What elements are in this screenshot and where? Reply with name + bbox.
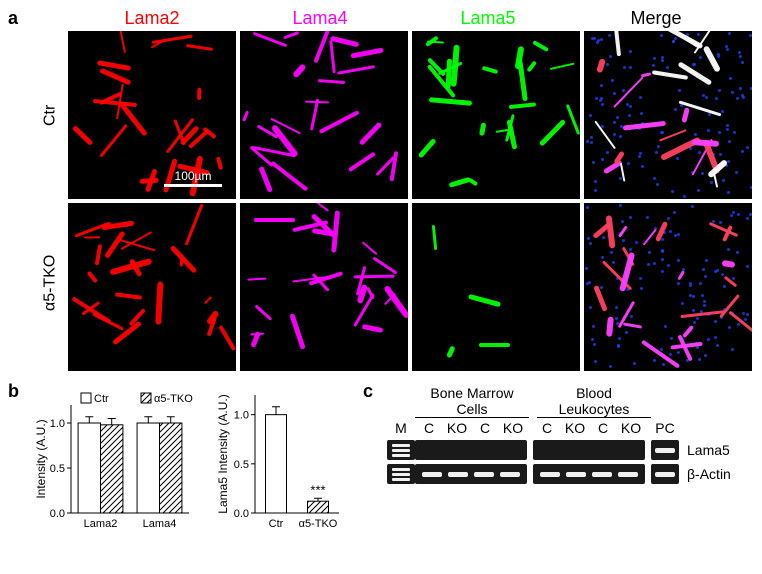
gel-band [474,448,494,453]
gel-ladder [387,464,415,484]
svg-text:Lama5 Intensity (A.U.): Lama5 Intensity (A.U.) [216,394,230,513]
panel-b-label: b [8,381,19,402]
gel-group [533,464,645,484]
gel-strip: Lama5 [387,440,754,460]
lane-label: KO [561,420,589,436]
gel-band [618,472,638,477]
svg-text:1.0: 1.0 [50,418,65,430]
chart-lama5: 0.0 0.5 1.0 Lama5 Intensity (A.U.) Ctr *** α5-… [215,385,345,540]
micrograph-tile [240,31,408,199]
svg-text:Intensity (A.U.): Intensity (A.U.) [34,419,48,498]
gel-band [566,472,586,477]
gel-group [533,440,645,460]
panel-b: b 0.00.51.0Intensity (A.U.)Ctrα5-TKOLama… [33,385,345,540]
svg-text:0.0: 0.0 [50,508,65,520]
gel-group-headers: Bone Marrow Cells Blood Leukocytes [415,385,754,418]
row-label-ctr: Ctr [33,31,68,199]
micrograph-tile [412,203,580,371]
lane-m: M [387,420,415,436]
gel-group [415,464,527,484]
gel-pc-lane [651,440,679,460]
panel-c: c Bone Marrow Cells Blood Leukocytes M C… [373,385,754,540]
gel-strip: β-Actin [387,464,754,484]
gel-band [422,448,442,453]
lane-label: KO [617,420,645,436]
gel-row-label: β-Actin [687,466,743,482]
gel-row-label: Lama5 [687,442,743,458]
col-header-lama5: Lama5 [404,8,572,31]
col-header-lama2: Lama2 [68,8,236,31]
svg-text:1.0: 1.0 [234,410,249,422]
gel-band [618,448,638,453]
lane-label: KO [443,420,471,436]
lane-label: C [589,420,617,436]
panel-a-row-labels: Ctr α5-TKO [33,31,68,371]
lane-pc: PC [651,420,679,436]
gel-rows: Lama5 β-Actin [373,440,754,484]
gel-band [448,472,468,477]
svg-text:Lama2: Lama2 [84,518,118,530]
gel-band [500,472,520,477]
svg-text:0.0: 0.0 [234,508,249,520]
gel-group-bm: Bone Marrow Cells [415,385,529,418]
gel-band [422,472,442,477]
gel-group [415,440,527,460]
gel-band [592,448,612,453]
panel-c-label: c [363,381,373,402]
gel-band [540,448,560,453]
svg-text:Lama4: Lama4 [143,518,177,530]
micrograph-tile: 100µm [68,31,236,199]
svg-text:Ctr: Ctr [94,393,109,405]
gel-band [540,472,560,477]
micrograph-tile [584,203,752,371]
micrograph-tile [68,203,236,371]
svg-text:Ctr: Ctr [269,518,284,530]
svg-text:0.5: 0.5 [50,463,65,475]
svg-text:***: *** [310,482,325,497]
gel-pc-lane [651,464,679,484]
lane-label: C [533,420,561,436]
panel-a: a Lama2 Lama4 Lama5 Merge Ctr α5-TKO 100… [8,8,754,371]
lane-label: C [471,420,499,436]
panel-a-label: a [8,8,18,29]
lane-label: KO [499,420,527,436]
micrograph-grid: 100µm [68,31,752,371]
gel-band [500,448,520,453]
gel-band [448,448,468,453]
col-header-lama4: Lama4 [236,8,404,31]
scale-bar: 100µm [164,169,222,187]
lane-label: C [415,420,443,436]
svg-text:α5-TKO: α5-TKO [299,518,338,530]
panel-a-column-headers: Lama2 Lama4 Lama5 Merge [68,8,754,31]
micrograph-tile [240,203,408,371]
chart-lama2-lama4: 0.0 0.5 1.0Intensity (A.U.) Ctr α5-TKO Lama2 L… [33,385,193,540]
gel-ladder [387,440,415,460]
gel-group-bl: Blood Leukocytes [537,385,651,418]
gel-lane-labels: M C KO C KO C KO C KO PC [387,420,754,436]
gel-band [474,472,494,477]
micrograph-tile [584,31,752,199]
svg-text:0.5: 0.5 [234,459,249,471]
row-label-a5tko: α5-TKO [33,199,68,367]
gel-band [592,472,612,477]
svg-text:α5-TKO: α5-TKO [154,393,193,405]
micrograph-tile [412,31,580,199]
col-header-merge: Merge [572,8,740,31]
gel-band [566,448,586,453]
